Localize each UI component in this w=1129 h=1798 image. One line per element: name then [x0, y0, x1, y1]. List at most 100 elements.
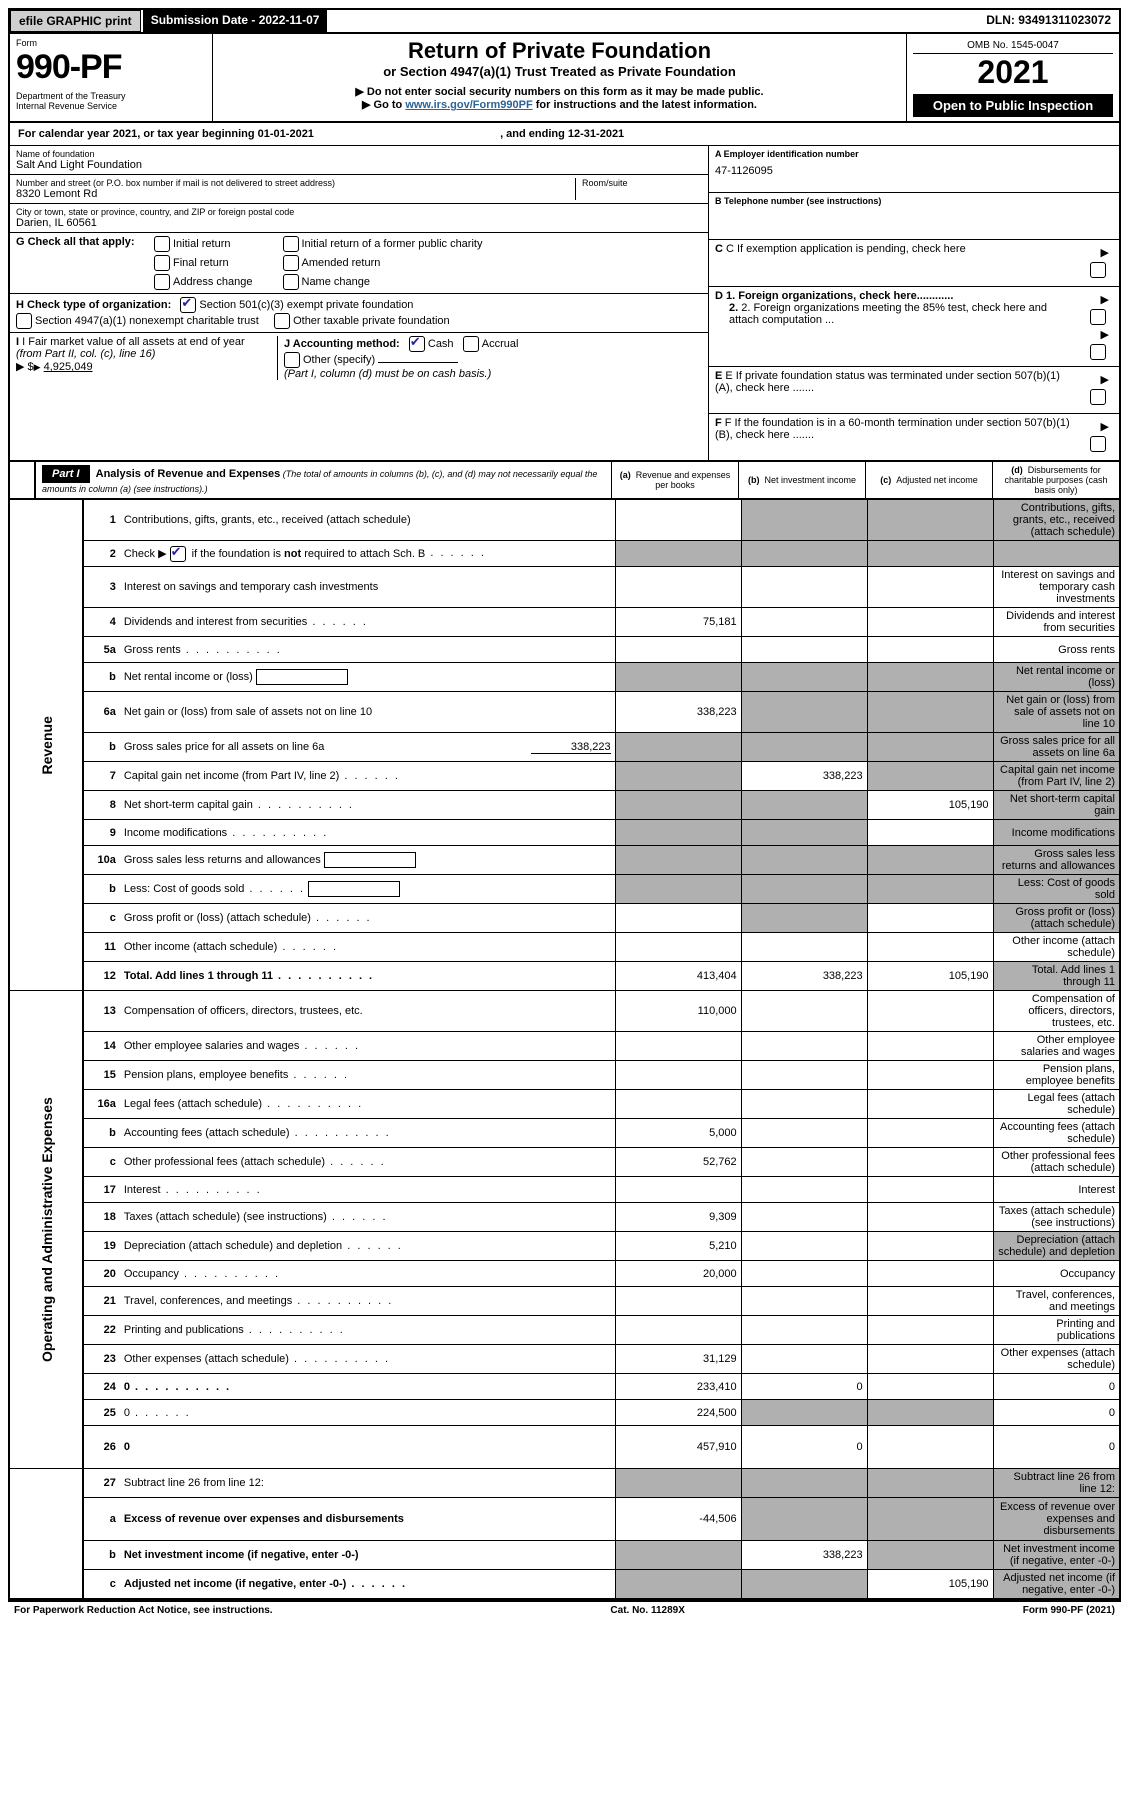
line-description: Other employee salaries and wages — [120, 1032, 615, 1061]
table-row: 17InterestInterest — [10, 1177, 1119, 1203]
cbx-final-return[interactable] — [154, 255, 170, 271]
amount-col-d: Gross sales less returns and allowances — [993, 846, 1119, 875]
phone-label: B Telephone number (see instructions) — [715, 196, 1113, 206]
amount-col-c — [867, 1261, 993, 1287]
cbx-cash[interactable] — [409, 336, 425, 352]
line-number: 15 — [83, 1061, 120, 1090]
amount-col-c — [867, 663, 993, 692]
cbx-initial-return[interactable] — [154, 236, 170, 252]
open-public-badge: Open to Public Inspection — [913, 94, 1113, 117]
amount-col-c — [867, 1400, 993, 1426]
table-row: 14Other employee salaries and wagesOther… — [10, 1032, 1119, 1061]
amount-col-a: 224,500 — [615, 1400, 741, 1426]
inline-field[interactable] — [308, 881, 400, 897]
form-header: Form 990-PF Department of the Treasury I… — [10, 32, 1119, 121]
form-number: 990-PF — [16, 48, 206, 87]
cbx-address-change[interactable] — [154, 274, 170, 290]
cbx-d1[interactable] — [1090, 309, 1106, 325]
cbx-name-change[interactable] — [283, 274, 299, 290]
section-g: G Check all that apply: Initial return I… — [10, 233, 708, 294]
table-row: 260457,91000 — [10, 1426, 1119, 1469]
amount-col-d: Net rental income or (loss) — [993, 663, 1119, 692]
table-row: 12Total. Add lines 1 through 11413,40433… — [10, 962, 1119, 991]
line-number: 17 — [83, 1177, 120, 1203]
amount-col-c — [867, 1090, 993, 1119]
col-c-header: (c) Adjusted net income — [865, 462, 992, 498]
line-description: Net short-term capital gain — [120, 791, 615, 820]
part1-table: Revenue1Contributions, gifts, grants, et… — [10, 500, 1119, 1599]
irs-link[interactable]: www.irs.gov/Form990PF — [405, 99, 532, 111]
line-description: Subtract line 26 from line 12: — [120, 1469, 615, 1498]
amount-col-b: 338,223 — [741, 962, 867, 991]
amount-col-b — [741, 692, 867, 733]
cbx-sch-b[interactable] — [170, 546, 186, 562]
amount-col-b — [741, 1203, 867, 1232]
amount-col-c: 105,190 — [867, 1570, 993, 1599]
amount-col-b: 338,223 — [741, 762, 867, 791]
amount-col-d: Other professional fees (attach schedule… — [993, 1148, 1119, 1177]
amount-col-c: 105,190 — [867, 791, 993, 820]
table-row: bNet investment income (if negative, ent… — [10, 1541, 1119, 1570]
line-number: 7 — [83, 762, 120, 791]
cbx-d2[interactable] — [1090, 344, 1106, 360]
name-label: Name of foundation — [16, 149, 702, 159]
amount-col-c — [867, 692, 993, 733]
amount-col-c — [867, 1426, 993, 1469]
line-number: 8 — [83, 791, 120, 820]
cbx-e[interactable] — [1090, 389, 1106, 405]
section-j: J Accounting method: Cash Accrual Other … — [278, 336, 702, 380]
cbx-amended-return[interactable] — [283, 255, 299, 271]
amount-col-d: Capital gain net income (from Part IV, l… — [993, 762, 1119, 791]
cbx-f[interactable] — [1090, 436, 1106, 452]
cbx-accrual[interactable] — [463, 336, 479, 352]
efile-print-button[interactable]: efile GRAPHIC print — [10, 10, 141, 32]
line-description: Interest — [120, 1177, 615, 1203]
line-description: Capital gain net income (from Part IV, l… — [120, 762, 615, 791]
line-number: c — [83, 1570, 120, 1599]
cbx-other-method[interactable] — [284, 352, 300, 368]
footer-right: Form 990-PF (2021) — [1023, 1605, 1115, 1616]
amount-col-b — [741, 820, 867, 846]
amount-col-b — [741, 567, 867, 608]
amount-col-c — [867, 1498, 993, 1541]
line-number: 23 — [83, 1345, 120, 1374]
amount-col-c — [867, 1177, 993, 1203]
amount-col-c — [867, 1148, 993, 1177]
inline-field[interactable] — [256, 669, 348, 685]
amount-col-d: 0 — [993, 1426, 1119, 1469]
line-description: 0 — [120, 1426, 615, 1469]
amount-col-d: Net short-term capital gain — [993, 791, 1119, 820]
cbx-initial-former[interactable] — [283, 236, 299, 252]
amount-col-b: 0 — [741, 1426, 867, 1469]
table-row: bNet rental income or (loss) Net rental … — [10, 663, 1119, 692]
cbx-c[interactable] — [1090, 262, 1106, 278]
line-number: 20 — [83, 1261, 120, 1287]
fmv-value: 4,925,049 — [44, 361, 93, 373]
amount-col-b — [741, 1232, 867, 1261]
table-row: 9Income modificationsIncome modification… — [10, 820, 1119, 846]
amount-col-b — [741, 933, 867, 962]
amount-col-c — [867, 933, 993, 962]
table-row: 21Travel, conferences, and meetingsTrave… — [10, 1287, 1119, 1316]
line-number: 11 — [83, 933, 120, 962]
amount-col-a: 338,223 — [615, 692, 741, 733]
line-description: 0 — [120, 1400, 615, 1426]
cbx-501c3[interactable] — [180, 297, 196, 313]
c-label: C If exemption application is pending, c… — [726, 243, 966, 255]
table-row: 4Dividends and interest from securities7… — [10, 608, 1119, 637]
cbx-other-taxable[interactable] — [274, 313, 290, 329]
table-row: cAdjusted net income (if negative, enter… — [10, 1570, 1119, 1599]
amount-col-d: Net investment income (if negative, ente… — [993, 1541, 1119, 1570]
inline-field[interactable] — [324, 852, 416, 868]
amount-col-b — [741, 1400, 867, 1426]
city-state-zip: Darien, IL 60561 — [16, 217, 702, 229]
cbx-4947a1[interactable] — [16, 313, 32, 329]
amount-col-a: 457,910 — [615, 1426, 741, 1469]
amount-col-c — [867, 608, 993, 637]
irs-label: Internal Revenue Service — [16, 101, 206, 111]
line-number: 6a — [83, 692, 120, 733]
line-number: 21 — [83, 1287, 120, 1316]
amount-col-b — [741, 1261, 867, 1287]
line-description: Gross profit or (loss) (attach schedule) — [120, 904, 615, 933]
amount-col-a — [615, 663, 741, 692]
